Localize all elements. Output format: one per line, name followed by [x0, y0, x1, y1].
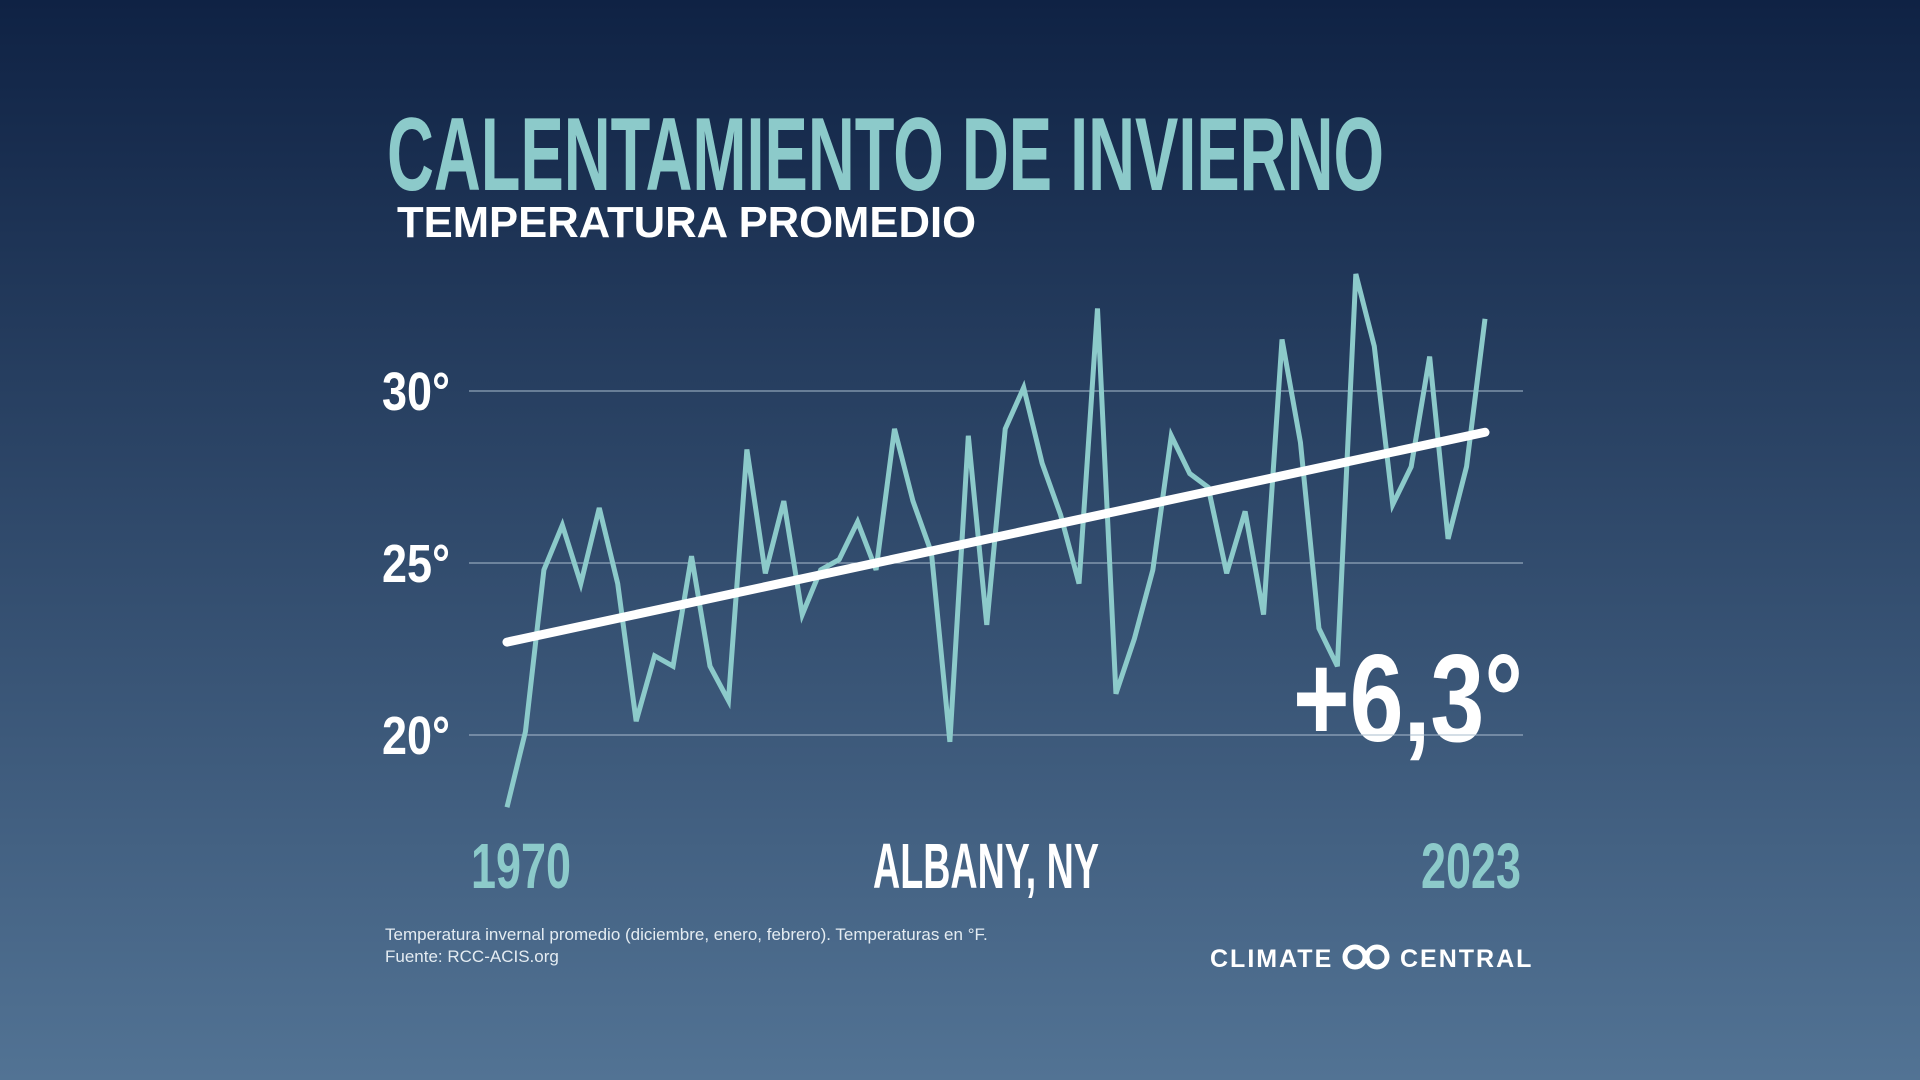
x-tick-label: 1970 [471, 830, 571, 902]
y-tick-label: 25° [382, 534, 450, 594]
chart-title: CALENTAMIENTO DE INVIERNO [387, 97, 1384, 213]
logo-text: CENTRAL [1400, 945, 1533, 973]
y-tick-label: 20° [382, 706, 450, 766]
logo-icon [1342, 944, 1390, 970]
data-line [504, 273, 1488, 808]
logo-text: CLIMATE [1210, 945, 1333, 973]
location-label: ALBANY, NY [873, 830, 1099, 902]
trend-line [502, 427, 1490, 647]
footnote: Fuente: RCC-ACIS.org [385, 947, 559, 966]
x-tick-label: 2023 [1421, 830, 1521, 902]
chart-subtitle: TEMPERATURA PROMEDIO [397, 198, 976, 247]
footnote: Temperatura invernal promedio (diciembre… [385, 925, 988, 944]
y-tick-label: 30° [382, 362, 450, 422]
